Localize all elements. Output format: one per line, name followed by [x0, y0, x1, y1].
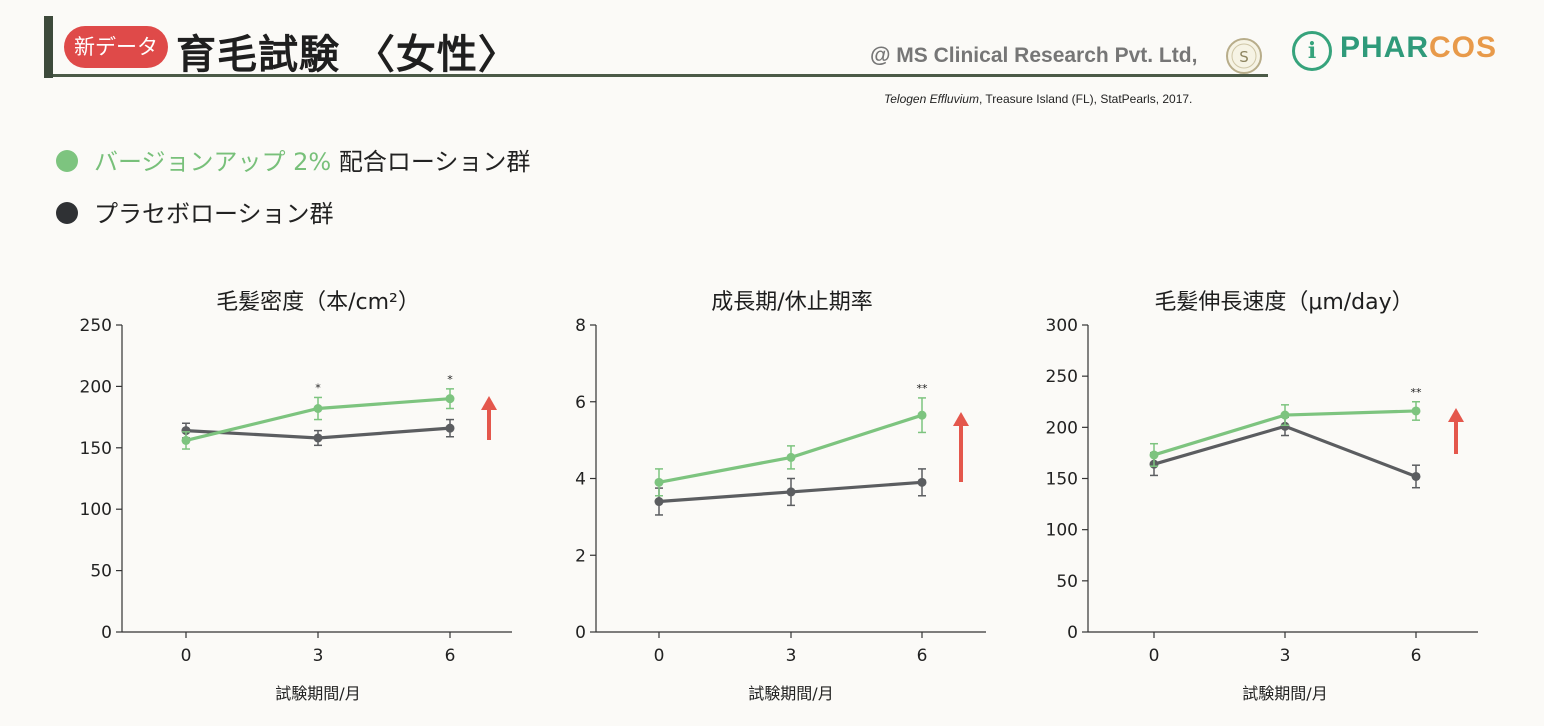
x-axis-label: 試験期間/月	[748, 684, 833, 703]
trend-arrow-up-icon	[1448, 408, 1464, 422]
legend-dot-icon	[56, 150, 78, 172]
data-point-placebo	[1280, 421, 1290, 431]
legend-highlight: バージョンアップ 2%	[94, 148, 332, 176]
title-underline	[53, 74, 1268, 77]
data-point-treatment	[917, 410, 927, 420]
trend-arrow-up-icon	[953, 412, 969, 426]
data-point-placebo	[181, 426, 191, 436]
data-point-treatment	[1280, 410, 1290, 420]
y-tick-label: 0	[575, 623, 586, 643]
page-title: 育毛試験 〈女性〉	[176, 32, 519, 78]
data-point-placebo	[445, 423, 455, 433]
y-tick-label: 150	[80, 439, 112, 459]
x-tick-label: 0	[181, 646, 192, 666]
chart-title: 毛髪伸長速度（μm/day）	[1154, 290, 1413, 315]
significance-mark: **	[917, 382, 929, 395]
chart-title: 成長期/休止期率	[711, 290, 872, 315]
data-point-placebo	[917, 477, 927, 487]
chart-title: 毛髪密度（本/cm²）	[216, 290, 420, 315]
y-tick-label: 200	[1046, 418, 1078, 438]
logo-wordmark: PHARCOS	[1340, 31, 1497, 65]
x-tick-label: 3	[1280, 646, 1291, 666]
citation-title: Telogen Effluvium	[884, 92, 979, 106]
y-tick-label: 6	[575, 393, 586, 413]
citation: Telogen Effluvium, Treasure Island (FL),…	[884, 92, 1192, 106]
data-point-placebo	[313, 433, 323, 443]
data-point-placebo	[786, 487, 796, 497]
x-tick-label: 0	[1149, 646, 1160, 666]
data-point-treatment	[313, 404, 323, 414]
data-point-treatment	[445, 394, 455, 404]
significance-mark: *	[447, 373, 453, 386]
y-tick-label: 4	[575, 470, 586, 490]
data-point-placebo	[654, 497, 664, 507]
y-tick-label: 0	[1067, 623, 1078, 643]
y-tick-label: 50	[90, 562, 112, 582]
info-icon: i	[1292, 31, 1332, 71]
data-point-treatment	[786, 452, 796, 462]
y-tick-label: 100	[80, 500, 112, 520]
y-tick-label: 8	[575, 316, 586, 336]
data-point-treatment	[1411, 406, 1421, 416]
legend-label: プラセボローション群	[94, 198, 334, 230]
data-point-treatment	[181, 435, 191, 445]
x-axis-label: 試験期間/月	[275, 684, 360, 703]
x-tick-label: 3	[786, 646, 797, 666]
seal-letter: S	[1239, 48, 1249, 66]
title-bar: 新データ 育毛試験 〈女性〉 @ MS Clinical Research Pv…	[44, 14, 1534, 80]
y-tick-label: 0	[101, 623, 112, 643]
logo-text-phar: PHAR	[1340, 31, 1430, 64]
logo-text-cos: COS	[1429, 31, 1498, 64]
legend-label: バージョンアップ 2% 配合ローション群	[94, 146, 530, 178]
legend-text: 配合ローション群	[331, 148, 531, 176]
x-tick-label: 6	[445, 646, 456, 666]
y-tick-label: 150	[1046, 470, 1078, 490]
significance-mark: **	[1411, 386, 1423, 399]
y-tick-label: 100	[1046, 521, 1078, 541]
title-accent-bar	[44, 16, 53, 78]
clinic-seal-logo: S	[1226, 38, 1262, 74]
y-tick-label: 250	[1046, 367, 1078, 387]
data-point-treatment	[1149, 450, 1159, 460]
legend-dot-icon	[56, 202, 78, 224]
citation-source: , Treasure Island (FL), StatPearls, 2017…	[978, 92, 1193, 106]
x-tick-label: 0	[654, 646, 665, 666]
y-tick-label: 300	[1046, 316, 1078, 336]
y-tick-label: 250	[80, 316, 112, 336]
significance-mark: *	[315, 381, 321, 394]
x-tick-label: 6	[1411, 646, 1422, 666]
x-tick-label: 3	[313, 646, 324, 666]
new-data-badge: 新データ	[64, 26, 168, 68]
trend-arrow-up-icon	[481, 396, 497, 410]
data-point-placebo	[1411, 471, 1421, 481]
y-tick-label: 200	[80, 377, 112, 397]
y-tick-label: 2	[575, 546, 586, 566]
x-tick-label: 6	[917, 646, 928, 666]
data-point-treatment	[654, 477, 664, 487]
research-credit: @ MS Clinical Research Pvt. Ltd,	[870, 44, 1198, 67]
legend-text: プラセボローション群	[94, 200, 334, 228]
y-tick-label: 50	[1056, 572, 1078, 592]
x-axis-label: 試験期間/月	[1242, 684, 1327, 703]
